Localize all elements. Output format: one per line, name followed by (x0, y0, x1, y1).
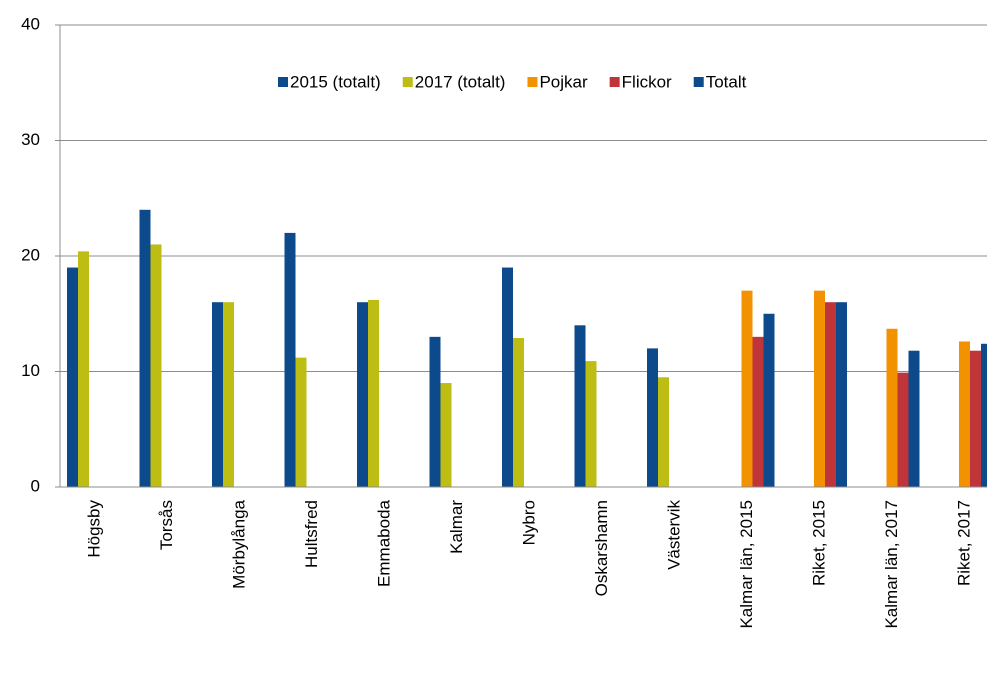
legend-label: Flickor (622, 72, 672, 91)
bar (574, 325, 586, 487)
legend-swatch (693, 77, 704, 87)
bar (741, 290, 753, 487)
legend-label: 2017 (totalt) (415, 72, 506, 91)
bar (212, 302, 223, 487)
x-tick-label: Kalmar län, 2015 (737, 500, 756, 629)
bar (513, 338, 524, 487)
bar (440, 383, 452, 487)
x-tick-label: Riket, 2015 (809, 500, 828, 586)
bar (78, 251, 89, 487)
x-tick-label: Kalmar (447, 500, 466, 554)
x-tick-label: Hultsfred (302, 500, 321, 568)
legend-swatch (402, 77, 413, 87)
legend-label: 2015 (totalt) (290, 72, 381, 91)
bar (825, 302, 836, 487)
x-tick-label: Emmaboda (374, 499, 393, 586)
bar (223, 302, 234, 487)
bar (67, 267, 78, 487)
bar (763, 313, 775, 487)
bar (970, 350, 981, 487)
y-tick-label: 10 (21, 361, 40, 380)
bar (295, 357, 307, 487)
bar (150, 244, 162, 487)
bar (502, 267, 513, 487)
legend-label: Pojkar (539, 72, 588, 91)
y-tick-label: 30 (21, 130, 40, 149)
x-tick-label: Högsby (84, 500, 103, 558)
x-tick-label: Kalmar län, 2017 (882, 500, 901, 629)
y-tick-label: 40 (21, 14, 40, 33)
bar (897, 372, 909, 487)
x-tick-label: Torsås (157, 500, 176, 550)
bar (886, 328, 898, 487)
bar (585, 361, 597, 487)
legend-swatch (609, 77, 620, 87)
bar (836, 302, 847, 487)
x-tick-label: Mörbylånga (229, 499, 248, 588)
bar (959, 341, 970, 487)
bar (368, 299, 379, 487)
bar (752, 336, 764, 487)
bar (647, 348, 658, 487)
y-tick-label: 20 (21, 245, 40, 264)
legend-swatch (278, 77, 288, 87)
bar (658, 377, 669, 487)
x-tick-label: Oskarshamn (592, 500, 611, 596)
x-tick-label: Riket, 2017 (954, 500, 973, 586)
bar (429, 336, 441, 487)
bar (357, 302, 368, 487)
legend-swatch (527, 77, 538, 87)
plot (67, 209, 987, 488)
x-tick-label: Nybro (519, 500, 538, 545)
bar (981, 343, 987, 487)
bar (284, 232, 296, 487)
legend-label: Totalt (706, 72, 747, 91)
bar (908, 350, 920, 487)
bar (814, 290, 825, 487)
y-tick-label: 0 (31, 476, 40, 495)
bar (139, 209, 151, 488)
x-tick-label: Västervik (664, 500, 683, 570)
